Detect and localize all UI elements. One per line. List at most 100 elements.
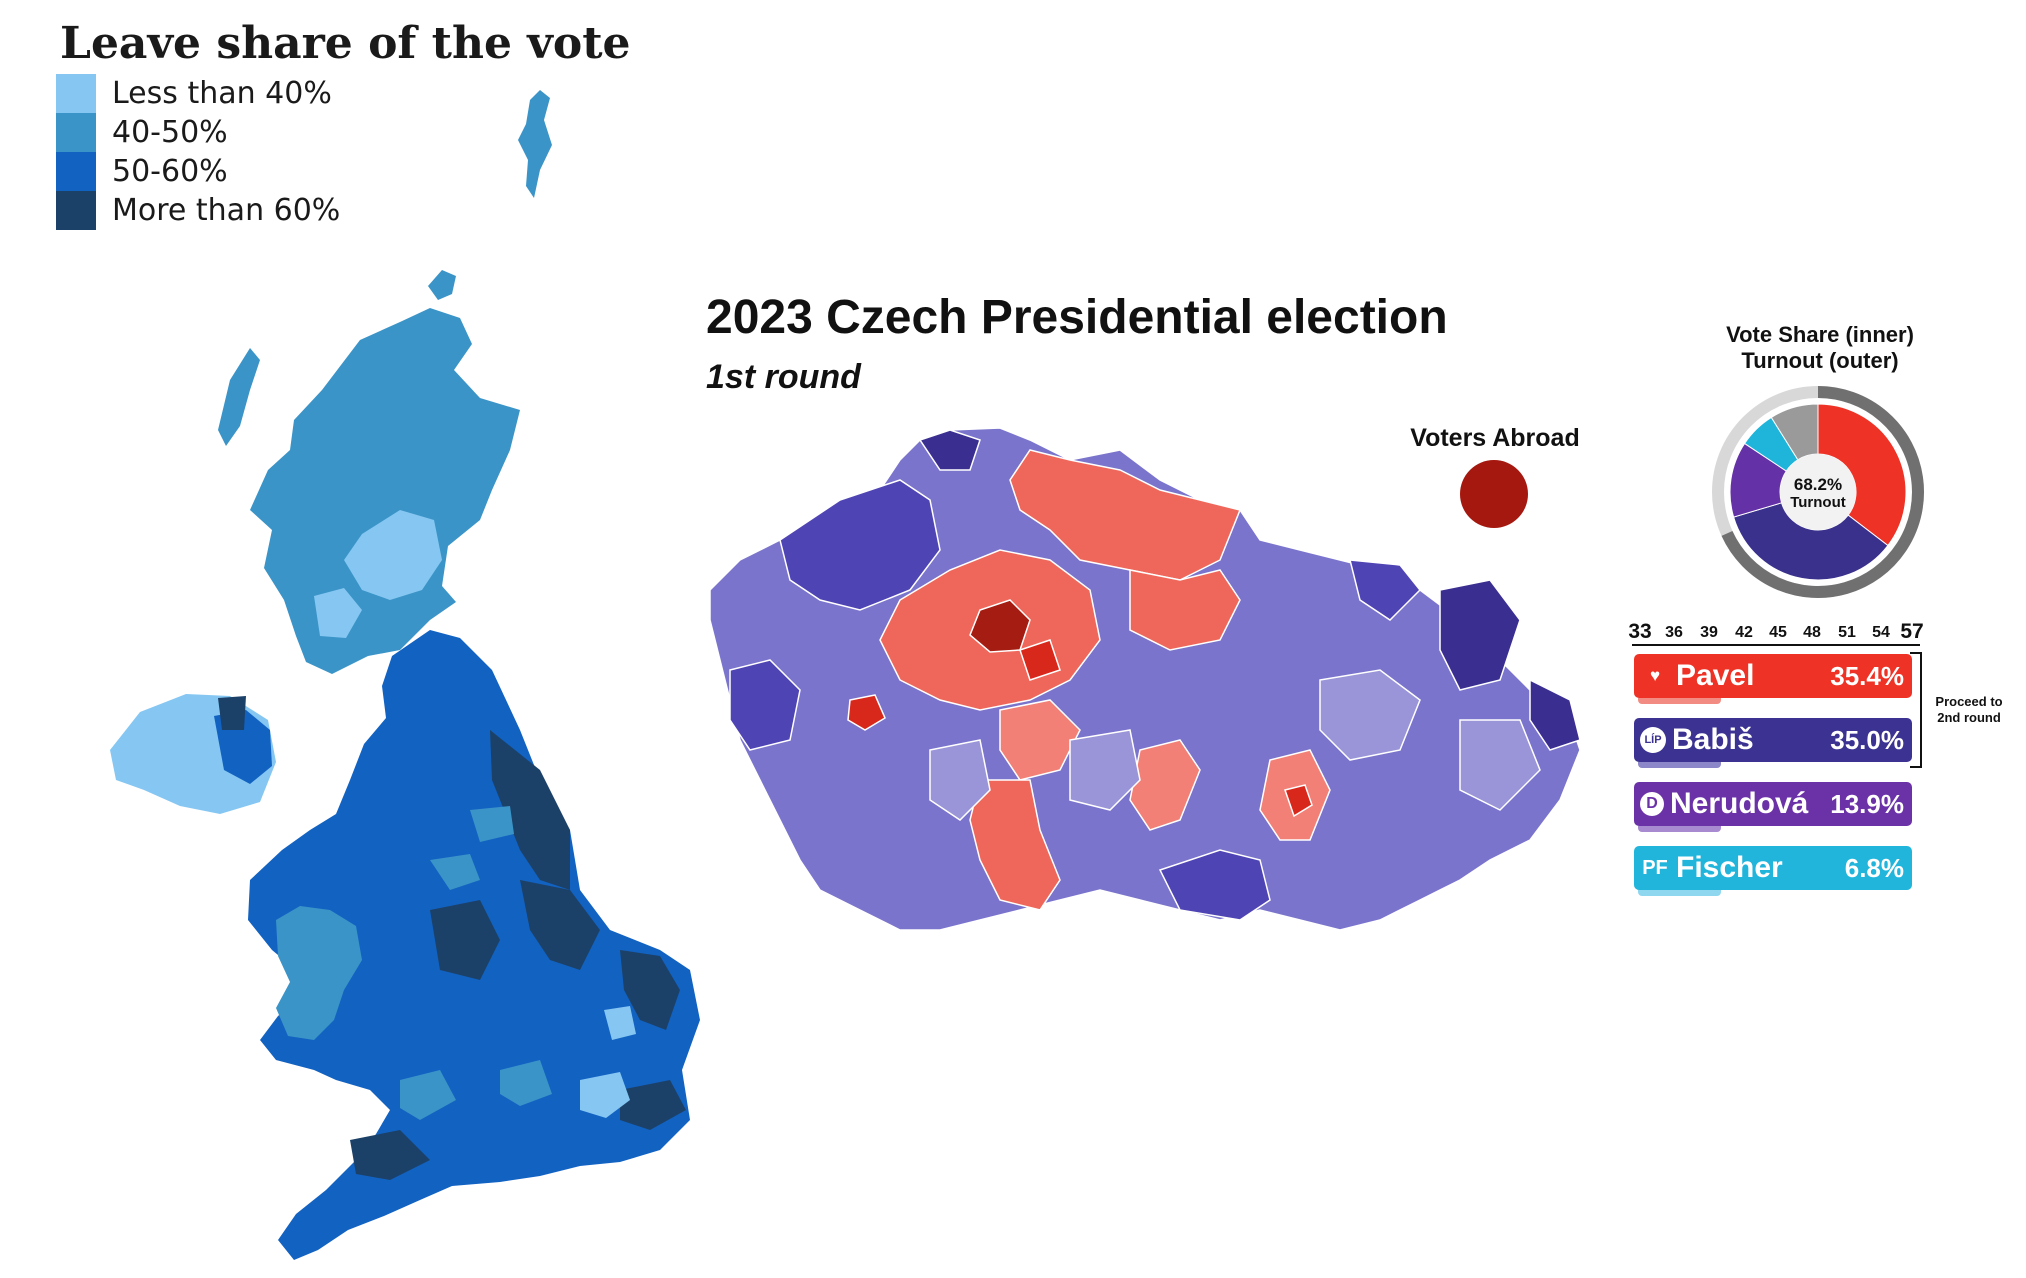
uk-region-south-coast-dark bbox=[350, 1130, 430, 1180]
proceed-line1: Proceed to bbox=[1935, 694, 2003, 709]
legend-item-40-50: 40-50% bbox=[56, 113, 340, 152]
candidate-bar-accent bbox=[1638, 890, 1722, 896]
scale-tick: 57 bbox=[1900, 620, 1924, 643]
legend-swatch bbox=[56, 74, 96, 113]
bar-scale: 33 36 39 42 45 48 51 54 57 bbox=[1620, 620, 1924, 646]
uk-region-oxford bbox=[500, 1060, 552, 1106]
legend-swatch bbox=[56, 152, 96, 191]
scale-line bbox=[1632, 644, 1920, 646]
uk-region-shetland bbox=[518, 90, 552, 198]
uk-region-london bbox=[580, 1072, 630, 1118]
voters-abroad-label: Voters Abroad bbox=[1410, 424, 1580, 452]
candidate-results: 33 36 39 42 45 48 51 54 57 ♥ Pavel 35.4%… bbox=[1620, 620, 1924, 896]
uk-region-cambridge bbox=[604, 1006, 636, 1040]
legend-item-more-60: More than 60% bbox=[56, 191, 340, 230]
cz-region-vysocina-pale bbox=[1069, 729, 1141, 811]
scale-tick: 51 bbox=[1838, 624, 1856, 641]
donut-slice-babiš bbox=[1733, 502, 1889, 581]
candidate-bar-pavel: ♥ Pavel 35.4% bbox=[1634, 654, 1912, 704]
donut-slice-others bbox=[1770, 403, 1819, 461]
cz-region-plzen-city bbox=[847, 694, 886, 731]
candidate-percent: 35.4% bbox=[1830, 660, 1904, 691]
uk-region-scotland-glasgow bbox=[314, 588, 362, 638]
cz-choropleth-map bbox=[709, 427, 1581, 931]
cz-region-liberec bbox=[1009, 449, 1242, 581]
nerudova-logo-icon: D bbox=[1640, 792, 1664, 816]
turnout-ring-value bbox=[1721, 386, 1924, 598]
uk-region-bristol bbox=[400, 1070, 456, 1120]
legend-label: 50-60% bbox=[112, 154, 228, 189]
uk-region-wales bbox=[276, 906, 362, 1040]
uk-map-title: Leave share of the vote bbox=[60, 18, 631, 69]
uk-region-east-coast bbox=[620, 950, 680, 1030]
candidate-bar-babis: LÍP Babiš 35.0% bbox=[1634, 718, 1912, 768]
scale-tick: 36 bbox=[1665, 624, 1683, 641]
cz-region-north-corner bbox=[918, 429, 981, 471]
candidate-bar-accent bbox=[1638, 698, 1722, 704]
legend-label: Less than 40% bbox=[112, 76, 332, 111]
vote-share-slices bbox=[1729, 403, 1907, 581]
cz-region-east-pale bbox=[1459, 719, 1541, 811]
cz-map-subtitle: 1st round bbox=[706, 358, 861, 396]
candidate-bar-fischer: PF Fischer 6.8% bbox=[1634, 846, 1912, 896]
legend-swatch bbox=[56, 191, 96, 230]
legend-label: More than 60% bbox=[112, 193, 341, 228]
legend-swatch bbox=[56, 113, 96, 152]
scale-tick: 33 bbox=[1628, 620, 1652, 643]
uk-region-scotland-central bbox=[344, 510, 442, 600]
uk-region-scotland bbox=[250, 308, 520, 674]
donut-title-line1: Vote Share (inner) bbox=[1726, 322, 1914, 347]
uk-region-hebrides bbox=[218, 348, 260, 446]
donut-center-label: Turnout bbox=[1790, 494, 1846, 511]
fischer-logo-icon: PF bbox=[1642, 856, 1668, 879]
uk-choropleth-map bbox=[110, 90, 700, 1260]
uk-region-lincolnshire bbox=[520, 880, 600, 970]
legend-label: 40-50% bbox=[112, 115, 228, 150]
cz-region-west-dark bbox=[729, 659, 801, 751]
vote-share-turnout-donut: 68.2% Turnout bbox=[1712, 386, 1924, 598]
legend-item-50-60: 50-60% bbox=[56, 152, 340, 191]
cz-map-title: 2023 Czech Presidential election bbox=[706, 291, 1448, 344]
uk-legend: Less than 40% 40-50% 50-60% More than 60… bbox=[56, 74, 340, 230]
proceed-bracket bbox=[1910, 652, 1922, 768]
cz-region-northeast-dark bbox=[1349, 559, 1422, 621]
cz-region-prague-east bbox=[1019, 639, 1061, 681]
babis-logo-icon: LÍP bbox=[1640, 727, 1666, 753]
scale-tick: 48 bbox=[1803, 624, 1821, 641]
scale-tick: 54 bbox=[1872, 624, 1890, 641]
cz-region-brno-city bbox=[1284, 784, 1313, 818]
scale-tick: 45 bbox=[1769, 624, 1787, 641]
voters-abroad-marker bbox=[1460, 460, 1528, 528]
candidate-name: Babiš bbox=[1672, 723, 1754, 756]
proceed-to-second-round-label: Proceed to 2nd round bbox=[1924, 694, 2014, 726]
uk-region-midlands-dark bbox=[430, 900, 500, 980]
donut-title-line2: Turnout (outer) bbox=[1741, 348, 1899, 373]
scale-tick: 42 bbox=[1735, 624, 1753, 641]
candidate-percent: 6.8% bbox=[1844, 852, 1904, 883]
candidate-bar-nerudova: D Nerudová 13.9% bbox=[1634, 782, 1912, 832]
scale-tick: 39 bbox=[1700, 624, 1718, 641]
pavel-logo-icon: ♥ bbox=[1649, 666, 1661, 685]
uk-region-north-east bbox=[490, 730, 570, 890]
candidate-percent: 13.9% bbox=[1830, 788, 1904, 819]
candidate-name: Pavel bbox=[1676, 659, 1755, 692]
cz-region-south-pale bbox=[929, 739, 991, 821]
candidate-name: Fischer bbox=[1676, 851, 1783, 884]
uk-region-leeds bbox=[470, 806, 514, 842]
cz-region-tabor bbox=[999, 699, 1081, 781]
candidate-name: Nerudová bbox=[1670, 787, 1809, 820]
cz-region-east-tip bbox=[1529, 678, 1581, 751]
proceed-line2: 2nd round bbox=[1937, 710, 2001, 725]
cz-region-southmoravia-dark bbox=[1158, 849, 1271, 921]
donut-title: Vote Share (inner) Turnout (outer) bbox=[1680, 322, 1960, 374]
cz-region-olomouc bbox=[1319, 669, 1421, 761]
legend-item-less-40: Less than 40% bbox=[56, 74, 340, 113]
uk-region-thames-dark bbox=[620, 1080, 686, 1130]
uk-region-orkney bbox=[428, 270, 456, 300]
uk-region-ni-antrim bbox=[218, 696, 246, 730]
uk-region-manchester bbox=[430, 854, 480, 890]
cz-region-hradec bbox=[1129, 569, 1241, 651]
donut-center bbox=[1780, 454, 1856, 530]
cz-region-vysocina-red bbox=[1129, 739, 1201, 831]
donut-center-value: 68.2% bbox=[1794, 475, 1842, 494]
